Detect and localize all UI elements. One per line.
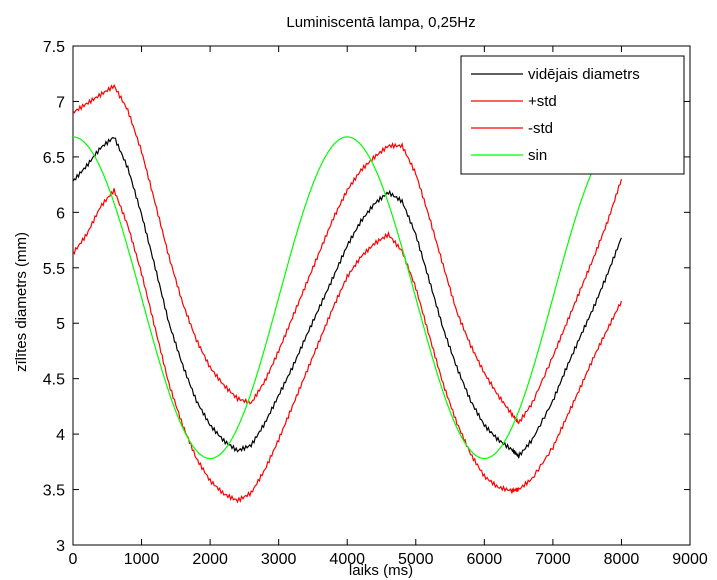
y-tick-label: 3 — [56, 538, 65, 555]
y-tick-label: 6 — [56, 205, 65, 222]
y-tick-label: 5 — [56, 316, 65, 333]
legend-label: vidējais diametrs — [528, 66, 640, 83]
y-tick-label: 4.5 — [43, 372, 65, 389]
y-axis-label: zīlītes diametrs (mm) — [13, 232, 30, 372]
legend-label: sin — [528, 147, 547, 164]
chart-title: Luminiscentā lampa, 0,25Hz — [286, 14, 475, 31]
x-tick-label: 3000 — [261, 551, 297, 568]
x-tick-label: 0 — [69, 551, 78, 568]
legend-label: -std — [528, 120, 553, 137]
x-tick-label: 2000 — [192, 551, 228, 568]
x-tick-label: 7000 — [535, 551, 571, 568]
y-tick-label: 3.5 — [43, 483, 65, 500]
x-axis-label: laiks (ms) — [349, 562, 413, 579]
y-tick-label: 7.5 — [43, 39, 65, 56]
x-tick-label: 1000 — [124, 551, 160, 568]
x-tick-label: 9000 — [672, 551, 708, 568]
y-tick-label: 6.5 — [43, 150, 65, 167]
y-tick-label: 7 — [56, 94, 65, 111]
x-tick-label: 8000 — [604, 551, 640, 568]
legend-label: +std — [528, 93, 557, 110]
y-tick-label: 4 — [56, 427, 65, 444]
y-tick-label: 5.5 — [43, 261, 65, 278]
x-tick-label: 6000 — [467, 551, 503, 568]
